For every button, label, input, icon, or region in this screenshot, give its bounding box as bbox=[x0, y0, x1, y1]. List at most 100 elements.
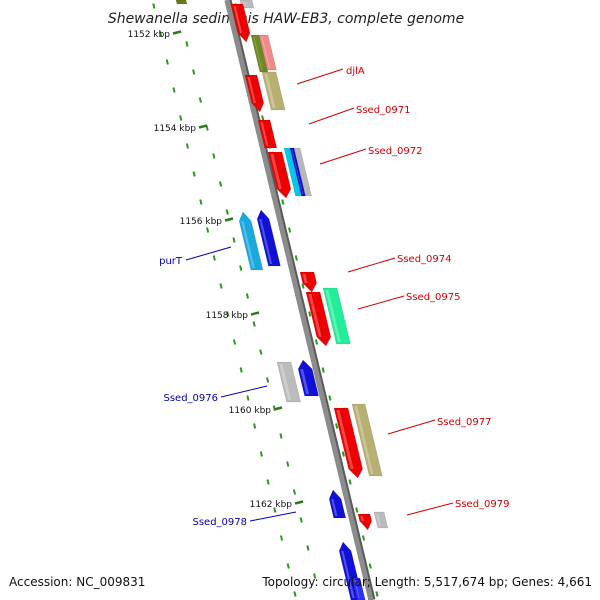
gene-feature[interactable] bbox=[322, 287, 351, 345]
scale-tick bbox=[250, 311, 260, 316]
guide-dot bbox=[306, 545, 310, 551]
gene-label-ssed-0974[interactable]: Ssed_0974 bbox=[397, 254, 452, 265]
guide-dot bbox=[301, 283, 305, 289]
guide-dot bbox=[158, 31, 163, 37]
label-leader-line bbox=[406, 502, 454, 516]
label-leader-line bbox=[220, 385, 268, 398]
guide-dot bbox=[368, 563, 372, 569]
gene-label-ssed-0978[interactable]: Ssed_0978 bbox=[192, 517, 247, 528]
label-leader-line bbox=[357, 295, 405, 310]
gene-feature[interactable] bbox=[261, 71, 286, 111]
guide-dot bbox=[261, 115, 265, 121]
gene-labels: djlA Ssed_0971 Ssed_0972 purT Ssed_0974 … bbox=[159, 66, 509, 528]
scale-label: 1162 kbp bbox=[250, 500, 293, 510]
guide-dot bbox=[253, 423, 257, 429]
guide-dot bbox=[314, 339, 319, 345]
gene-feature[interactable] bbox=[267, 151, 292, 199]
gene-feature[interactable] bbox=[256, 209, 281, 267]
scale-label: 1158 kbp bbox=[206, 311, 249, 321]
guide-dot bbox=[225, 209, 229, 215]
scale-label: 1154 kbp bbox=[154, 124, 197, 134]
scale-tick bbox=[198, 124, 208, 129]
guide-dot bbox=[232, 339, 237, 345]
guide-dot bbox=[245, 293, 250, 299]
gene-feature[interactable] bbox=[293, 147, 312, 197]
scale-tick bbox=[294, 500, 304, 505]
guide-dot bbox=[185, 41, 189, 47]
guide-dot bbox=[308, 311, 312, 317]
gene-label-ssed-0971[interactable]: Ssed_0971 bbox=[356, 105, 411, 116]
guide-dot bbox=[375, 591, 379, 597]
guide-dot bbox=[292, 489, 297, 495]
guide-dot bbox=[281, 199, 285, 205]
label-leader-line bbox=[308, 107, 355, 125]
guide-dot bbox=[294, 255, 298, 261]
guide-dot bbox=[239, 265, 243, 271]
gene-feature[interactable] bbox=[238, 211, 264, 271]
guide-dot bbox=[246, 395, 250, 401]
guide-dot bbox=[152, 3, 156, 9]
gene-label-ssed-0976[interactable]: Ssed_0976 bbox=[163, 393, 218, 404]
guide-dot bbox=[172, 87, 176, 93]
gene-feature[interactable] bbox=[373, 511, 389, 529]
guide-dot bbox=[321, 367, 325, 373]
scale-label: 1156 kbp bbox=[180, 217, 223, 227]
label-leaders bbox=[185, 68, 454, 522]
guide-dot bbox=[199, 199, 203, 205]
guide-dot bbox=[286, 461, 290, 467]
guide-dot bbox=[206, 227, 210, 233]
gene-label-djla[interactable]: djlA bbox=[346, 66, 365, 77]
gene-label-ssed-0977[interactable]: Ssed_0977 bbox=[437, 417, 492, 428]
guide-dot bbox=[259, 349, 263, 355]
gene-label-ssed-0979[interactable]: Ssed_0979 bbox=[455, 499, 510, 510]
guide-dot bbox=[348, 479, 352, 485]
guide-dot bbox=[293, 591, 297, 597]
gene-feature[interactable] bbox=[357, 513, 372, 531]
scale-tick bbox=[273, 406, 283, 411]
guide-dot bbox=[252, 321, 256, 327]
gene-label-ssed-0972[interactable]: Ssed_0972 bbox=[368, 146, 423, 157]
guide-dot bbox=[218, 181, 223, 187]
gene-feature[interactable] bbox=[244, 74, 265, 113]
gene-feature[interactable] bbox=[257, 119, 278, 149]
guide-dot bbox=[288, 227, 292, 233]
gene-feature[interactable] bbox=[276, 361, 301, 403]
gene-feature[interactable] bbox=[333, 407, 363, 479]
guide-dot bbox=[279, 535, 284, 541]
guide-dot bbox=[179, 115, 183, 121]
guide-dot bbox=[355, 507, 359, 513]
guide-dot bbox=[335, 423, 339, 429]
guide-dot bbox=[341, 451, 345, 457]
gene-feature[interactable] bbox=[299, 271, 317, 293]
label-leader-line bbox=[319, 148, 367, 165]
guide-dot bbox=[198, 97, 202, 103]
gene-label-ssed-0975[interactable]: Ssed_0975 bbox=[406, 292, 461, 303]
gene-feature[interactable] bbox=[297, 359, 320, 397]
gene-feature[interactable] bbox=[175, 0, 188, 5]
genome-summary-text: Topology: circular; Length: 5,517,674 bp… bbox=[261, 575, 592, 589]
guide-dot bbox=[299, 517, 303, 523]
gene-feature[interactable] bbox=[328, 489, 347, 519]
label-leader-line bbox=[296, 68, 344, 85]
gene-feature[interactable] bbox=[230, 3, 251, 43]
gene-feature[interactable] bbox=[258, 34, 277, 71]
scale-tick bbox=[224, 217, 234, 222]
scale-label: 1160 kbp bbox=[229, 406, 272, 416]
gene-feature[interactable] bbox=[351, 577, 366, 600]
guide-dot bbox=[361, 535, 366, 541]
guide-dot bbox=[212, 153, 216, 159]
guide-dot bbox=[266, 479, 270, 485]
label-leader-line bbox=[185, 246, 232, 261]
label-leader-line bbox=[249, 511, 297, 522]
guide-dot bbox=[273, 507, 277, 513]
gene-feature[interactable] bbox=[305, 291, 332, 347]
gene-features bbox=[175, 0, 389, 600]
scale-tick bbox=[172, 30, 182, 35]
gene-feature[interactable] bbox=[351, 403, 383, 477]
guide-dot bbox=[313, 573, 317, 579]
gene-label-purt[interactable]: purT bbox=[159, 256, 183, 267]
guide-dot bbox=[165, 59, 169, 65]
scale-label: 1152 kbp bbox=[128, 30, 171, 40]
guide-dot bbox=[212, 255, 216, 261]
